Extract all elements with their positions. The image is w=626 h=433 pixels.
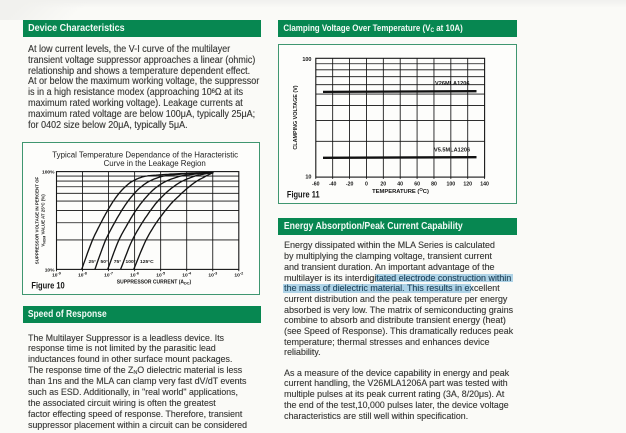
svg-text:-60: -60 — [312, 181, 320, 187]
svg-text:60: 60 — [414, 181, 420, 187]
svg-text:VNOM VALUE AT 25°C (%): VNOM VALUE AT 25°C (%) — [41, 194, 47, 247]
svg-text:10-3: 10-3 — [208, 272, 217, 279]
svg-text:25°: 25° — [89, 259, 96, 265]
svg-text:10%: 10% — [45, 267, 55, 273]
svg-text:Typical Temperature Dependance: Typical Temperature Dependance of the Ha… — [52, 150, 238, 159]
svg-text:10-2: 10-2 — [234, 272, 243, 279]
svg-text:40: 40 — [397, 181, 403, 187]
svg-text:10-9: 10-9 — [52, 272, 61, 279]
svg-text:Curve in the Leakage Region: Curve in the Leakage Region — [104, 159, 206, 168]
svg-text:100: 100 — [302, 56, 311, 62]
svg-text:10-8: 10-8 — [78, 272, 87, 279]
svg-text:20: 20 — [380, 181, 386, 187]
svg-text:Figure 10: Figure 10 — [31, 281, 64, 291]
svg-text:V5.5MLA1206: V5.5MLA1206 — [434, 147, 470, 153]
svg-text:120: 120 — [463, 181, 472, 187]
svg-text:100°: 100° — [126, 259, 136, 265]
svg-text:SUPPRESSOR CURRENT (ADC): SUPPRESSOR CURRENT (ADC) — [117, 279, 192, 285]
svg-text:50°: 50° — [101, 259, 108, 265]
svg-text:V26MLA1206: V26MLA1206 — [435, 81, 470, 87]
svg-text:10: 10 — [305, 174, 311, 180]
svg-text:100: 100 — [446, 181, 455, 187]
svg-text:0: 0 — [364, 181, 367, 187]
svg-text:100%: 100% — [42, 170, 55, 176]
svg-text:10-4: 10-4 — [182, 272, 192, 279]
svg-text:10-5: 10-5 — [156, 272, 165, 279]
svg-text:125°C: 125°C — [140, 259, 154, 265]
svg-text:Figure 11: Figure 11 — [286, 189, 319, 199]
svg-text:SUPPRESSOR VOLTAGE IN PERCENT: SUPPRESSOR VOLTAGE IN PERCENT OF — [35, 176, 40, 264]
svg-text:CLAMPING VOLTAGE (V): CLAMPING VOLTAGE (V) — [293, 85, 299, 149]
svg-text:-40: -40 — [328, 181, 336, 187]
svg-text:TEMPERATURE (OC): TEMPERATURE (OC) — [372, 187, 429, 195]
svg-text:80: 80 — [431, 181, 437, 187]
svg-text:75°: 75° — [114, 259, 121, 265]
svg-text:10-6: 10-6 — [130, 272, 139, 279]
svg-text:10-7: 10-7 — [104, 272, 113, 279]
svg-text:-20: -20 — [345, 181, 353, 187]
svg-text:140: 140 — [480, 181, 489, 187]
